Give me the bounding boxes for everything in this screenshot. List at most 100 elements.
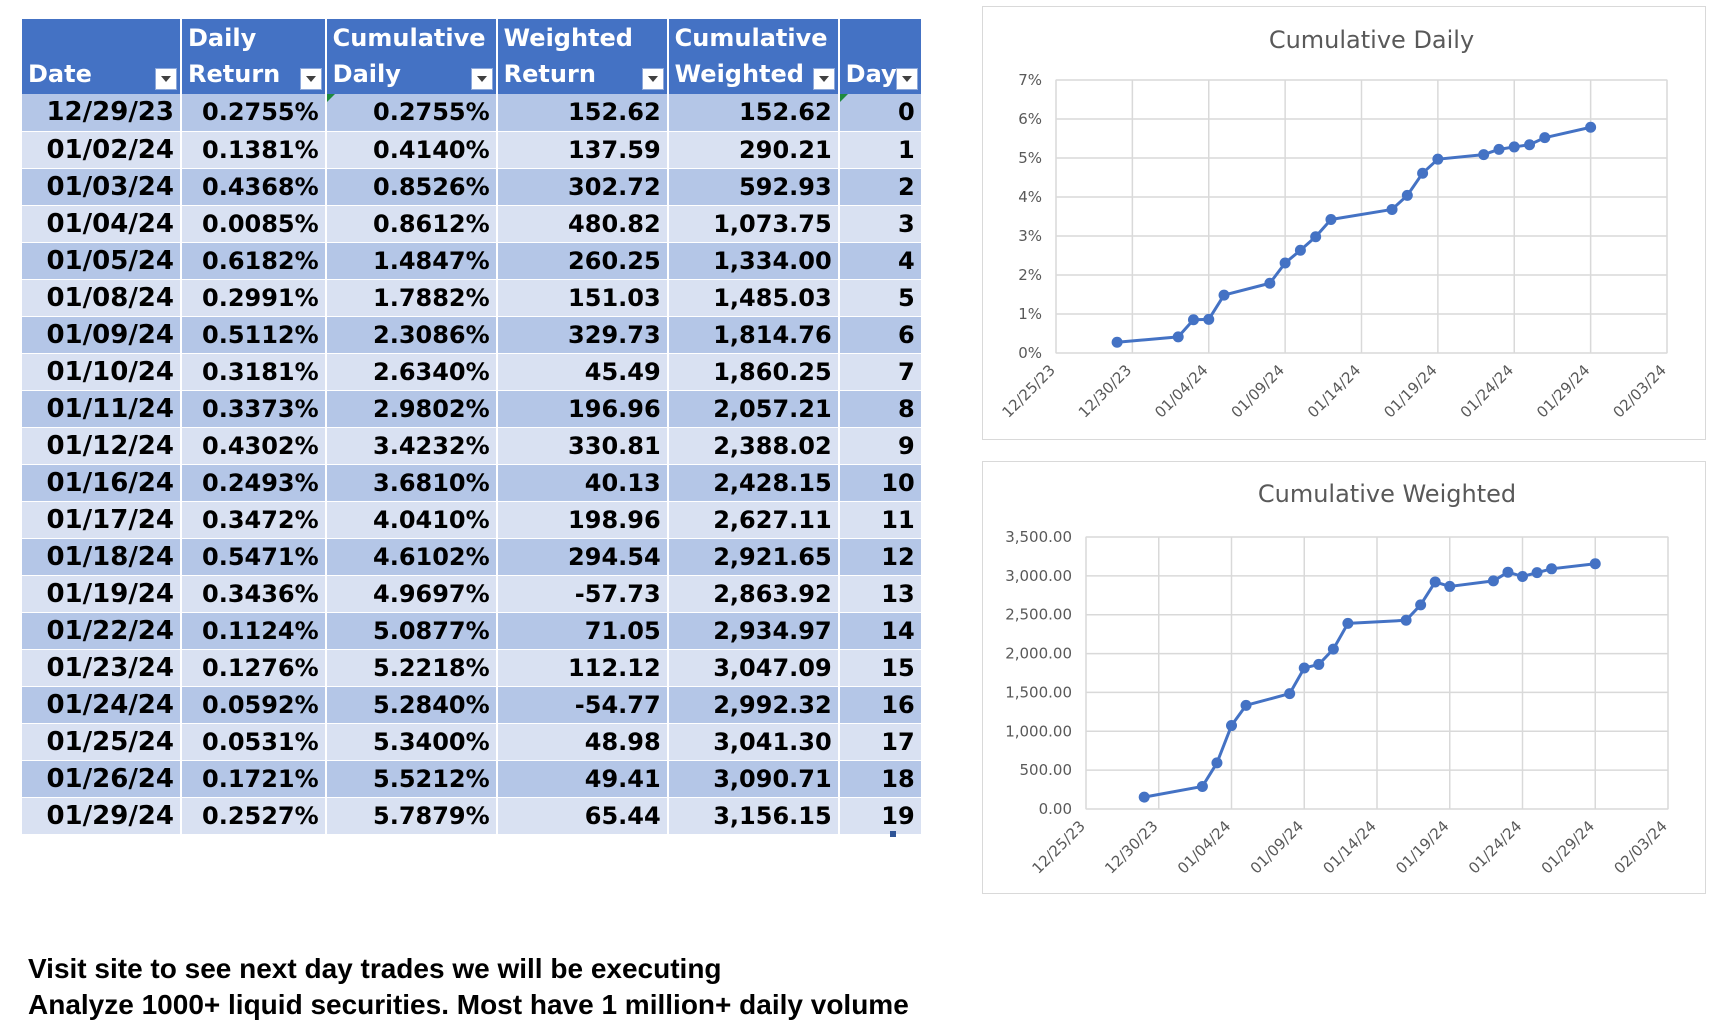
data-point[interactable] xyxy=(1415,599,1427,611)
data-point[interactable] xyxy=(1539,132,1551,144)
cell-day[interactable]: 12 xyxy=(838,538,923,576)
cumulative-daily-chart[interactable]: Cumulative Daily 0% 1% 2% 3% 4% 5% 6% 7% 12/25/23… xyxy=(982,6,1706,440)
cell-cumulative-daily[interactable]: 3.6810% xyxy=(325,464,498,502)
cell-cumulative-weighted[interactable]: 3,041.30 xyxy=(667,723,840,761)
table-resize-handle[interactable] xyxy=(890,831,896,837)
cell-date[interactable]: 01/25/24 xyxy=(22,723,182,761)
cell-daily-return[interactable]: 0.2755% xyxy=(181,94,327,132)
cell-cumulative-weighted[interactable]: 3,090.71 xyxy=(667,760,840,798)
filter-dropdown-icon[interactable] xyxy=(155,68,177,90)
cell-daily-return[interactable]: 0.3373% xyxy=(181,390,327,428)
data-point[interactable] xyxy=(1400,614,1412,626)
cell-daily-return[interactable]: 0.1276% xyxy=(181,649,327,687)
cell-cumulative-weighted[interactable]: 1,073.75 xyxy=(667,205,840,243)
cell-date[interactable]: 01/05/24 xyxy=(22,242,182,280)
cell-day[interactable]: 7 xyxy=(838,353,923,391)
data-point[interactable] xyxy=(1493,143,1505,155)
cell-day[interactable]: 14 xyxy=(838,612,923,650)
cell-date[interactable]: 12/29/23 xyxy=(22,94,182,132)
cell-daily-return[interactable]: 0.3436% xyxy=(181,575,327,613)
cell-day[interactable]: 1 xyxy=(838,131,923,169)
cell-day[interactable]: 11 xyxy=(838,501,923,539)
cell-weighted-return[interactable]: -57.73 xyxy=(496,575,669,613)
cell-daily-return[interactable]: 0.2527% xyxy=(181,797,327,835)
cell-day[interactable]: 10 xyxy=(838,464,923,502)
cell-weighted-return[interactable]: 330.81 xyxy=(496,427,669,465)
data-point[interactable] xyxy=(1432,153,1444,165)
cell-cumulative-weighted[interactable]: 3,156.15 xyxy=(667,797,840,835)
data-point[interactable] xyxy=(1327,643,1339,655)
cell-weighted-return[interactable]: 48.98 xyxy=(496,723,669,761)
cell-cumulative-daily[interactable]: 0.8612% xyxy=(325,205,498,243)
cell-cumulative-daily[interactable]: 5.3400% xyxy=(325,723,498,761)
data-point[interactable] xyxy=(1487,575,1499,587)
cell-cumulative-weighted[interactable]: 2,863.92 xyxy=(667,575,840,613)
cell-cumulative-daily[interactable]: 5.0877% xyxy=(325,612,498,650)
data-point[interactable] xyxy=(1386,203,1398,215)
cell-weighted-return[interactable]: -54.77 xyxy=(496,686,669,724)
cell-cumulative-daily[interactable]: 0.4140% xyxy=(325,131,498,169)
data-point[interactable] xyxy=(1218,289,1230,301)
filter-dropdown-icon[interactable] xyxy=(812,68,835,90)
cell-weighted-return[interactable]: 40.13 xyxy=(496,464,669,502)
data-point[interactable] xyxy=(1187,314,1199,326)
cell-weighted-return[interactable]: 294.54 xyxy=(496,538,669,576)
cell-daily-return[interactable]: 0.6182% xyxy=(181,242,327,280)
filter-dropdown-icon[interactable] xyxy=(299,68,322,90)
cell-day[interactable]: 13 xyxy=(838,575,923,613)
cell-daily-return[interactable]: 0.0085% xyxy=(181,205,327,243)
cell-weighted-return[interactable]: 198.96 xyxy=(496,501,669,539)
data-point[interactable] xyxy=(1226,720,1237,732)
cell-cumulative-daily[interactable]: 4.9697% xyxy=(325,575,498,613)
data-point[interactable] xyxy=(1478,149,1490,161)
cell-weighted-return[interactable]: 49.41 xyxy=(496,760,669,798)
cell-cumulative-weighted[interactable]: 2,934.97 xyxy=(667,612,840,650)
cell-date[interactable]: 01/24/24 xyxy=(22,686,182,724)
data-point[interactable] xyxy=(1211,757,1223,769)
cell-date[interactable]: 01/22/24 xyxy=(22,612,182,650)
cell-daily-return[interactable]: 0.0531% xyxy=(181,723,327,761)
cell-cumulative-daily[interactable]: 5.7879% xyxy=(325,797,498,835)
data-point[interactable] xyxy=(1589,558,1601,570)
filter-dropdown-icon[interactable] xyxy=(470,68,493,90)
cell-day[interactable]: 15 xyxy=(838,649,923,687)
data-point[interactable] xyxy=(1325,213,1337,225)
cell-cumulative-weighted[interactable]: 1,485.03 xyxy=(667,279,840,317)
cell-date[interactable]: 01/11/24 xyxy=(22,390,182,428)
cell-cumulative-daily[interactable]: 5.2218% xyxy=(325,649,498,687)
data-point[interactable] xyxy=(1401,189,1413,201)
cell-day[interactable]: 17 xyxy=(838,723,923,761)
cell-cumulative-daily[interactable]: 3.4232% xyxy=(325,427,498,465)
cell-day[interactable]: 3 xyxy=(838,205,923,243)
data-point[interactable] xyxy=(1310,231,1322,243)
cell-cumulative-daily[interactable]: 1.4847% xyxy=(325,242,498,280)
cell-date[interactable]: 01/04/24 xyxy=(22,205,182,243)
data-point[interactable] xyxy=(1417,167,1429,179)
cell-daily-return[interactable]: 0.2493% xyxy=(181,464,327,502)
cell-date[interactable]: 01/09/24 xyxy=(22,316,182,354)
cell-date[interactable]: 01/03/24 xyxy=(22,168,182,206)
cell-cumulative-weighted[interactable]: 1,860.25 xyxy=(667,353,840,391)
data-point[interactable] xyxy=(1517,570,1528,582)
cell-cumulative-daily[interactable]: 2.3086% xyxy=(325,316,498,354)
data-point[interactable] xyxy=(1172,331,1184,343)
cell-weighted-return[interactable]: 260.25 xyxy=(496,242,669,280)
data-point[interactable] xyxy=(1298,662,1310,674)
cell-daily-return[interactable]: 0.3181% xyxy=(181,353,327,391)
cell-daily-return[interactable]: 0.5112% xyxy=(181,316,327,354)
cell-date[interactable]: 01/08/24 xyxy=(22,279,182,317)
data-point[interactable] xyxy=(1531,567,1543,579)
cell-weighted-return[interactable]: 151.03 xyxy=(496,279,669,317)
data-point[interactable] xyxy=(1240,699,1252,711)
cell-cumulative-weighted[interactable]: 2,627.11 xyxy=(667,501,840,539)
cell-weighted-return[interactable]: 480.82 xyxy=(496,205,669,243)
data-point[interactable] xyxy=(1111,336,1123,348)
cell-day[interactable]: 0 xyxy=(838,94,923,132)
cell-cumulative-weighted[interactable]: 152.62 xyxy=(667,94,840,132)
cell-weighted-return[interactable]: 45.49 xyxy=(496,353,669,391)
cell-cumulative-weighted[interactable]: 2,992.32 xyxy=(667,686,840,724)
cell-cumulative-weighted[interactable]: 2,388.02 xyxy=(667,427,840,465)
cell-cumulative-weighted[interactable]: 1,814.76 xyxy=(667,316,840,354)
cell-weighted-return[interactable]: 137.59 xyxy=(496,131,669,169)
cell-daily-return[interactable]: 0.0592% xyxy=(181,686,327,724)
